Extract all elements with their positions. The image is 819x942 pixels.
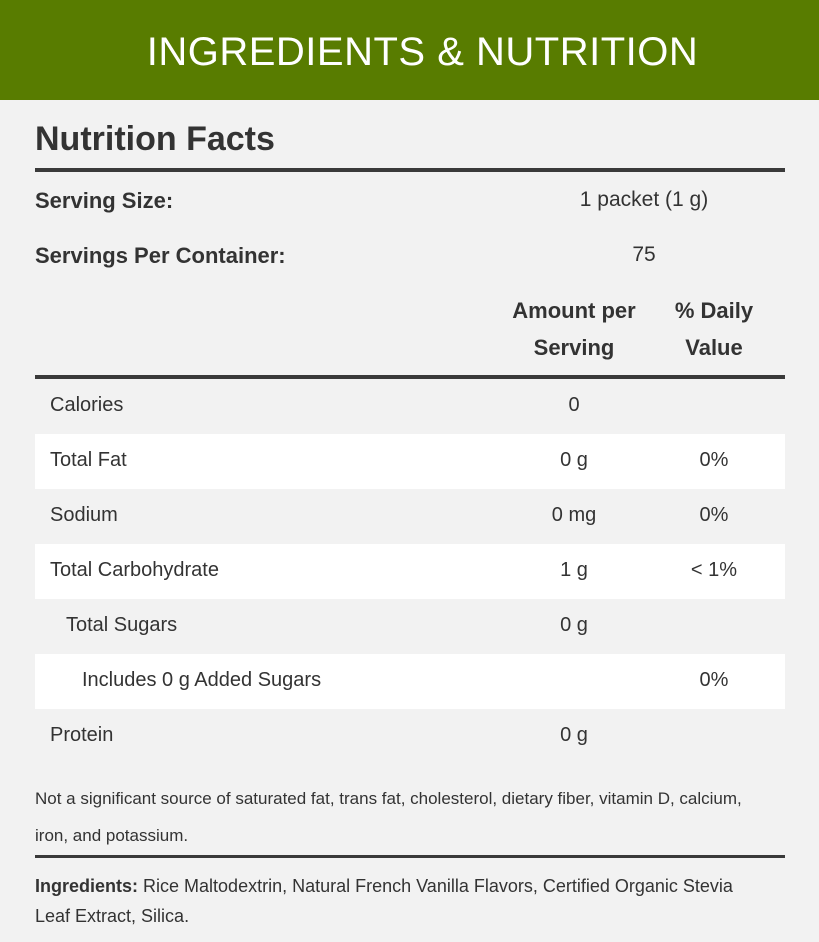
nutrient-daily-value: < 1% <box>690 559 738 581</box>
ingredients: Ingredients: Rice Maltodextrin, Natural … <box>35 871 765 931</box>
nutrient-label: Total Carbohydrate <box>50 559 219 581</box>
serving-size-value: 1 packet (1 g) <box>579 188 709 211</box>
nutrient-label: Includes 0 g Added Sugars <box>82 669 322 691</box>
nutrient-row: Total Sugars 0 g <box>35 599 785 654</box>
header-title: INGREDIENTS & NUTRITION <box>146 30 699 74</box>
ingredients-label: Ingredients: <box>35 876 139 896</box>
serving-size-label: Serving Size: <box>35 188 174 213</box>
nutrient-amount: 0 g <box>560 724 588 746</box>
amount-header: Amount per Serving <box>512 298 636 360</box>
nutrient-row: Includes 0 g Added Sugars 0% <box>35 654 785 709</box>
panel-title: Nutrition Facts <box>35 120 275 158</box>
nutrient-daily-value: 0% <box>699 449 729 471</box>
nutrient-row: Protein 0 g <box>35 709 785 764</box>
nutrient-label: Total Fat <box>50 449 127 471</box>
nutrient-amount: 0 g <box>560 614 588 636</box>
nutrient-label: Protein <box>50 724 114 746</box>
nutrient-amount: 0 <box>568 394 580 416</box>
nutrient-amount: 0 mg <box>551 504 597 526</box>
servings-label: Servings Per Container: <box>35 243 286 268</box>
nutrient-row: Sodium 0 mg 0% <box>35 489 785 544</box>
nutrient-row: Calories 0 <box>35 379 785 434</box>
nutrient-row: Total Carbohydrate 1 g < 1% <box>35 544 785 599</box>
daily-value-header: % Daily Value <box>674 298 754 360</box>
servings-value: 75 <box>632 243 656 266</box>
nutrient-label: Calories <box>50 394 124 416</box>
divider <box>35 168 785 172</box>
ingredients-text: Rice Maltodextrin, Natural French Vanill… <box>35 876 733 926</box>
nutrient-daily-value: 0% <box>699 669 729 691</box>
header-bar <box>0 0 819 100</box>
footnote: Not a significant source of saturated fa… <box>35 789 742 845</box>
nutrient-label: Total Sugars <box>66 614 178 636</box>
nutrient-row: Total Fat 0 g 0% <box>35 434 785 489</box>
nutrient-daily-value: 0% <box>699 504 729 526</box>
divider <box>35 855 785 858</box>
divider <box>35 375 785 379</box>
nutrient-label: Sodium <box>50 504 118 526</box>
nutrient-amount: 0 g <box>560 449 588 471</box>
nutrient-amount: 1 g <box>560 559 588 581</box>
